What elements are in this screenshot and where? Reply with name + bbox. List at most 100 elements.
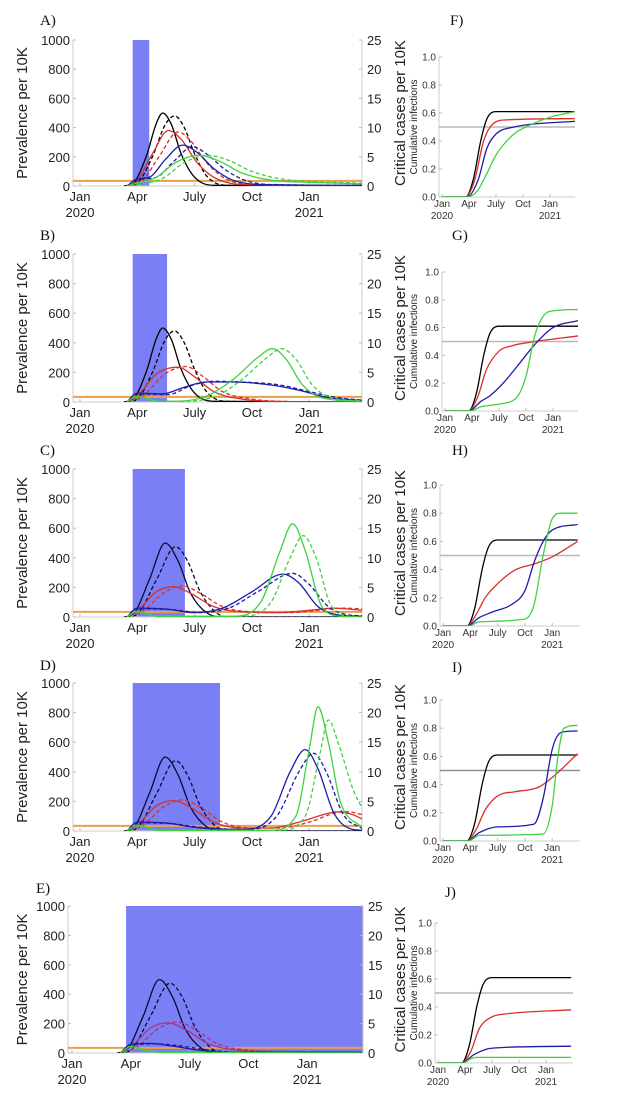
panel-label: H) <box>452 443 468 459</box>
panel-label: J) <box>445 885 456 901</box>
y-axis-title: Cumulative infections <box>409 508 420 603</box>
series-line-5-dashed <box>129 380 362 402</box>
series-line-0-solid <box>123 542 362 617</box>
panel-d: D) 0 200 400 600 800 1000 0 5 10 15 20 25 Jan Apr July O… <box>14 658 409 865</box>
y2-axis-title: Critical cases per 10K <box>392 470 409 616</box>
y2-tick-label: 25 <box>367 247 381 262</box>
x-tick-label: Oct <box>242 620 263 635</box>
y2-tick-label: 20 <box>367 706 381 721</box>
y-tick-label: 0.0 <box>422 193 436 204</box>
x-tick-label: Oct <box>518 413 534 424</box>
lockdown-period-bar <box>126 906 363 1053</box>
x-tick-label: July <box>183 620 207 635</box>
y-tick-label: 0.2 <box>418 1031 432 1042</box>
plot-area <box>73 327 362 402</box>
y2-tick-label: 0 <box>368 1046 375 1061</box>
year-label: 2020 <box>434 425 457 436</box>
y2-tick-label: 10 <box>367 121 381 136</box>
y-tick-label: 0.4 <box>422 137 436 148</box>
y-tick-label: 1000 <box>41 462 70 477</box>
series-line-0-solid <box>123 327 362 402</box>
plot-area <box>439 110 575 197</box>
x-tick-label: Jan <box>542 199 558 210</box>
y-tick-label: 1.0 <box>423 481 437 492</box>
y-tick-label: 0.6 <box>425 323 439 334</box>
series-line-2-solid <box>438 1045 572 1063</box>
x-tick-label: July <box>483 1065 501 1076</box>
x-tick-label: Jan <box>544 628 560 639</box>
y-tick-label: 0 <box>58 1046 65 1061</box>
panel-label: I) <box>452 660 462 676</box>
panel-label: E) <box>36 881 50 897</box>
series-line-2-solid <box>444 319 578 411</box>
series-line-3-dashed <box>129 799 362 831</box>
y2-axis-title: Critical cases per 10K <box>392 907 409 1053</box>
y2-axis-title: Critical cases per 10K <box>392 684 409 830</box>
y-tick-label: 0.6 <box>422 109 436 120</box>
y-tick-label: 0 <box>63 824 70 839</box>
year-label: 2021 <box>541 640 564 651</box>
plot-area <box>442 308 578 411</box>
y2-tick-label: 0 <box>367 610 374 625</box>
x-tick-label: Jan <box>70 189 91 204</box>
y-tick-label: 0 <box>63 395 70 410</box>
series-line-3-dashed <box>129 585 362 617</box>
series-line-1-dashed <box>120 982 362 1053</box>
x-tick-label: Apr <box>457 1065 473 1076</box>
y-tick-label: 0.6 <box>423 537 437 548</box>
y2-tick-label: 15 <box>368 958 382 973</box>
plot-area <box>68 978 363 1053</box>
y2-tick-label: 10 <box>367 765 381 780</box>
series-line-0-solid <box>123 756 362 831</box>
series-line-0-solid <box>123 112 362 186</box>
series-line-0-solid <box>116 978 362 1053</box>
plot-area <box>73 523 362 617</box>
series-line-1-dashed <box>126 760 362 831</box>
x-tick-label: July <box>183 834 207 849</box>
x-tick-label: Jan <box>299 405 320 420</box>
y2-tick-label: 0 <box>367 179 374 194</box>
series-line-7-dashed <box>129 154 362 186</box>
plot-area <box>73 706 362 831</box>
year-label: 2021 <box>293 1072 322 1087</box>
series-line-1-solid <box>442 117 575 197</box>
y-tick-label: 400 <box>48 551 70 566</box>
series-line-5-dashed <box>129 145 362 186</box>
year-label: 2021 <box>295 850 324 865</box>
y-tick-label: 0.6 <box>418 975 432 986</box>
y-tick-label: 0.2 <box>425 379 439 390</box>
y2-tick-label: 25 <box>367 676 381 691</box>
y-tick-label: 600 <box>48 91 70 106</box>
x-tick-label: Apr <box>121 1056 142 1071</box>
y-tick-label: 1000 <box>36 899 65 914</box>
y-axis-title: Cumulative infections <box>409 945 420 1040</box>
x-tick-label: July <box>183 189 207 204</box>
y-tick-label: 400 <box>43 987 65 1002</box>
year-label: 2020 <box>66 421 95 436</box>
year-label: 2021 <box>539 211 562 222</box>
x-tick-label: Oct <box>242 834 263 849</box>
x-tick-label: Jan <box>437 413 453 424</box>
y-tick-label: 0.2 <box>423 593 437 604</box>
x-tick-label: July <box>487 199 505 210</box>
plot-area <box>435 976 573 1063</box>
year-label: 2020 <box>432 640 455 651</box>
y-axis-title: Prevalence per 10K <box>14 477 31 609</box>
y2-tick-label: 5 <box>367 365 374 380</box>
y-tick-label: 0 <box>63 610 70 625</box>
y2-axis-title: Critical cases per 10K <box>392 255 409 401</box>
y-tick-label: 800 <box>43 928 65 943</box>
x-tick-label: Jan <box>544 843 560 854</box>
series-line-3-solid <box>438 1056 572 1063</box>
y2-tick-label: 15 <box>367 735 381 750</box>
y-tick-label: 200 <box>48 150 70 165</box>
y-tick-label: 800 <box>48 62 70 77</box>
y-tick-label: 200 <box>48 580 70 595</box>
series-line-2-solid <box>126 586 362 617</box>
year-label: 2021 <box>535 1077 558 1088</box>
x-tick-label: Jan <box>538 1065 554 1076</box>
